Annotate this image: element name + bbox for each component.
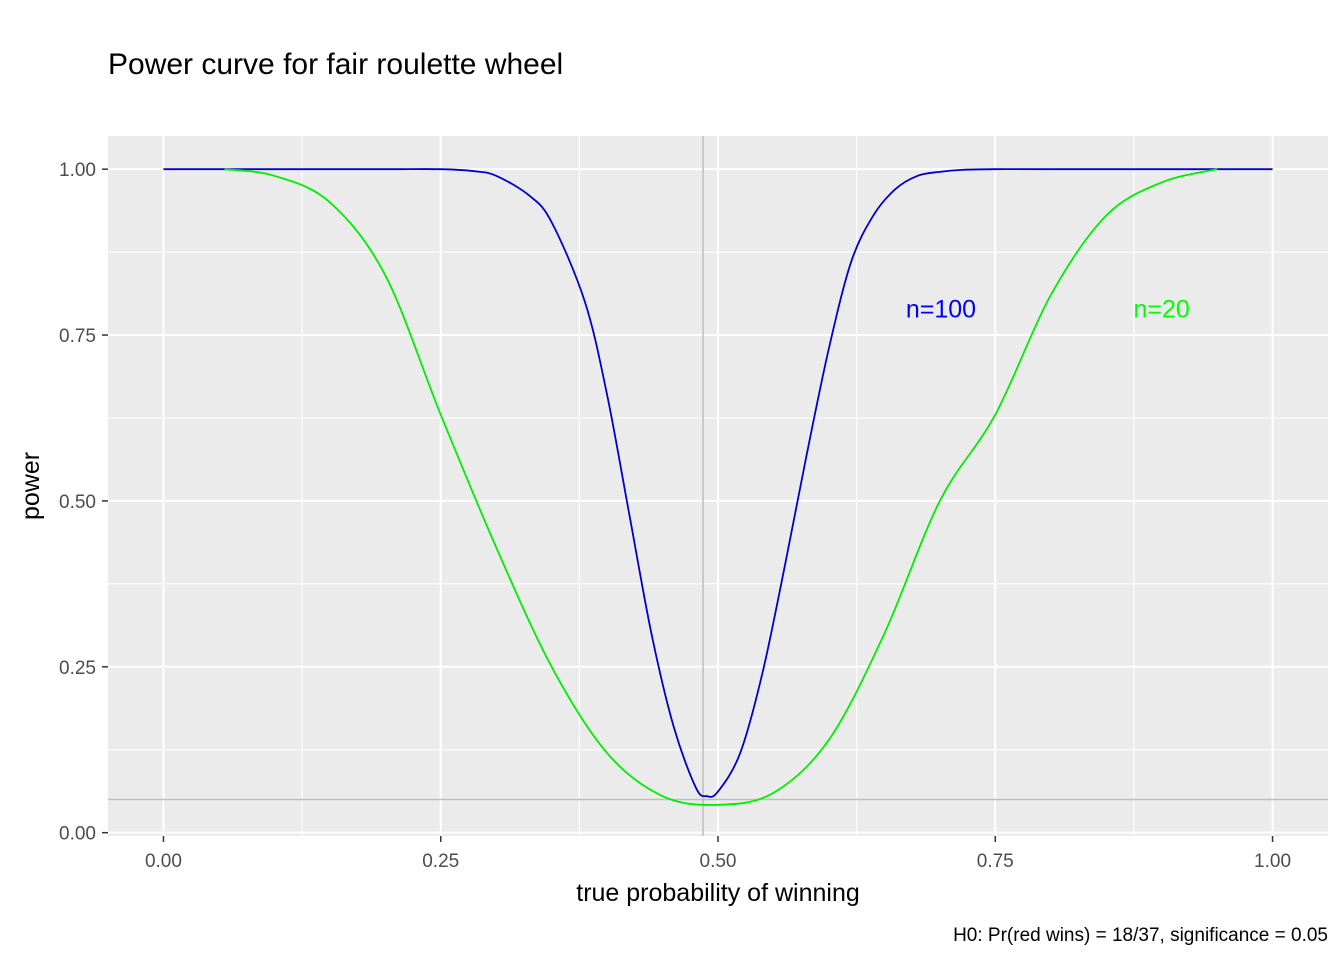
annotation-layer: n=100 n=20 [906,296,1190,324]
y-tick-label: 0.50 [59,492,96,513]
reference-lines [108,136,1328,836]
x-tick-label: 0.75 [977,851,1014,872]
y-tick-label: 0.25 [59,658,96,679]
annotation-label: n=100 [906,296,976,324]
chart-caption: H0: Pr(red wins) = 18/37, significance =… [953,925,1328,946]
y-tick-label: 0.00 [59,824,96,845]
x-tick-label: 0.25 [422,851,459,872]
y-axis-title: power [17,452,45,520]
series-line-n-100 [163,168,1273,798]
x-tick-label: 0.00 [145,851,182,872]
grid-lines [108,136,1328,836]
series-layer [163,168,1273,806]
annotation-label: n=20 [1133,296,1189,324]
chart-title: Power curve for fair roulette wheel [108,48,563,81]
axes-layer: 0.00 0.25 0.50 0.75 1.00 0.00 0.25 0.50 0.75 1.00 [59,160,1291,872]
series-line-n-20 [224,168,1218,806]
x-tick-label: 1.00 [1254,851,1291,872]
y-tick-label: 0.75 [59,326,96,347]
y-tick-label: 1.00 [59,160,96,181]
x-axis-title: true probability of winning [576,879,860,907]
x-tick-label: 0.50 [700,851,737,872]
